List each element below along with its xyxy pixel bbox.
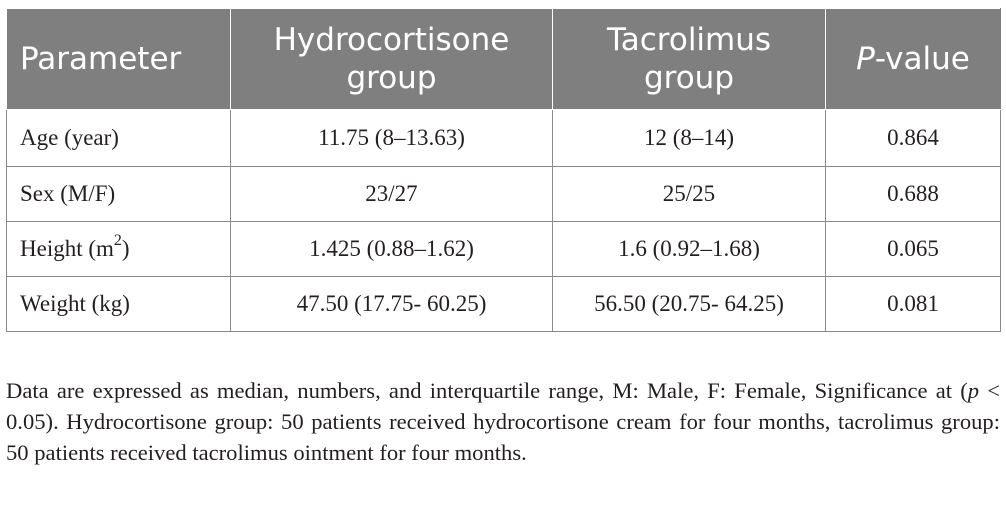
parameter-label: Age (year) [20, 125, 119, 150]
row-p-value: 0.864 [825, 109, 1001, 167]
unit-superscript: 2 [113, 232, 122, 250]
header-p-value: P-value [825, 8, 1001, 110]
row-parameter: Weight (kg) [6, 276, 231, 332]
row-tacrolimus-value: 1.6 (0.92–1.68) [552, 221, 826, 277]
table-row-age: Age (year) 11.75 (8–13.63) 12 (8–14) 0.8… [6, 109, 1001, 167]
row-p-value: 0.081 [825, 276, 1001, 332]
table-row-height: Height (m2) 1.425 (0.88–1.62) 1.6 (0.92–… [6, 221, 1001, 277]
footnote-part-2: < 0.05). Hydrocortisone group: 50 patien… [6, 378, 1001, 465]
row-parameter: Height (m2) [6, 221, 231, 277]
row-tacrolimus-value: 12 (8–14) [552, 109, 826, 167]
row-hydrocortisone-value: 1.425 (0.88–1.62) [230, 221, 553, 277]
table-footnote: Data are expressed as median, numbers, a… [6, 375, 1000, 468]
row-hydrocortisone-value: 47.50 (17.75- 60.25) [230, 276, 553, 332]
header-p-symbol: P [856, 41, 875, 77]
header-hydrocortisone-group: Hydrocortisone group [230, 8, 553, 110]
row-parameter: Sex (M/F) [6, 166, 231, 222]
row-tacrolimus-value: 56.50 (20.75- 64.25) [552, 276, 826, 332]
baseline-characteristics-table: Parameter Hydrocortisone group Tacrolimu… [6, 8, 1001, 332]
unit-close: ) [121, 236, 130, 261]
row-p-value: 0.688 [825, 166, 1001, 222]
table-row-weight: Weight (kg) 47.50 (17.75- 60.25) 56.50 (… [6, 276, 1001, 332]
header-tacrolimus-group: Tacrolimus group [552, 8, 826, 110]
row-p-value: 0.065 [825, 221, 1001, 277]
row-parameter: Age (year) [6, 109, 231, 167]
row-hydrocortisone-value: 11.75 (8–13.63) [230, 109, 553, 167]
footnote-part-1: Data are expressed as median, numbers, a… [6, 378, 968, 403]
header-p-suffix: -value [874, 41, 970, 77]
header-parameter: Parameter [6, 8, 231, 110]
parameter-label: Sex (M/F) [20, 181, 116, 206]
table-row-sex: Sex (M/F) 23/27 25/25 0.688 [6, 166, 1001, 222]
row-hydrocortisone-value: 23/27 [230, 166, 553, 222]
table-header-row: Parameter Hydrocortisone group Tacrolimu… [6, 8, 1001, 110]
parameter-label: Height (m [20, 236, 114, 261]
row-tacrolimus-value: 25/25 [552, 166, 826, 222]
parameter-label: Weight (kg) [20, 291, 130, 316]
footnote-p-symbol: p [967, 378, 980, 403]
